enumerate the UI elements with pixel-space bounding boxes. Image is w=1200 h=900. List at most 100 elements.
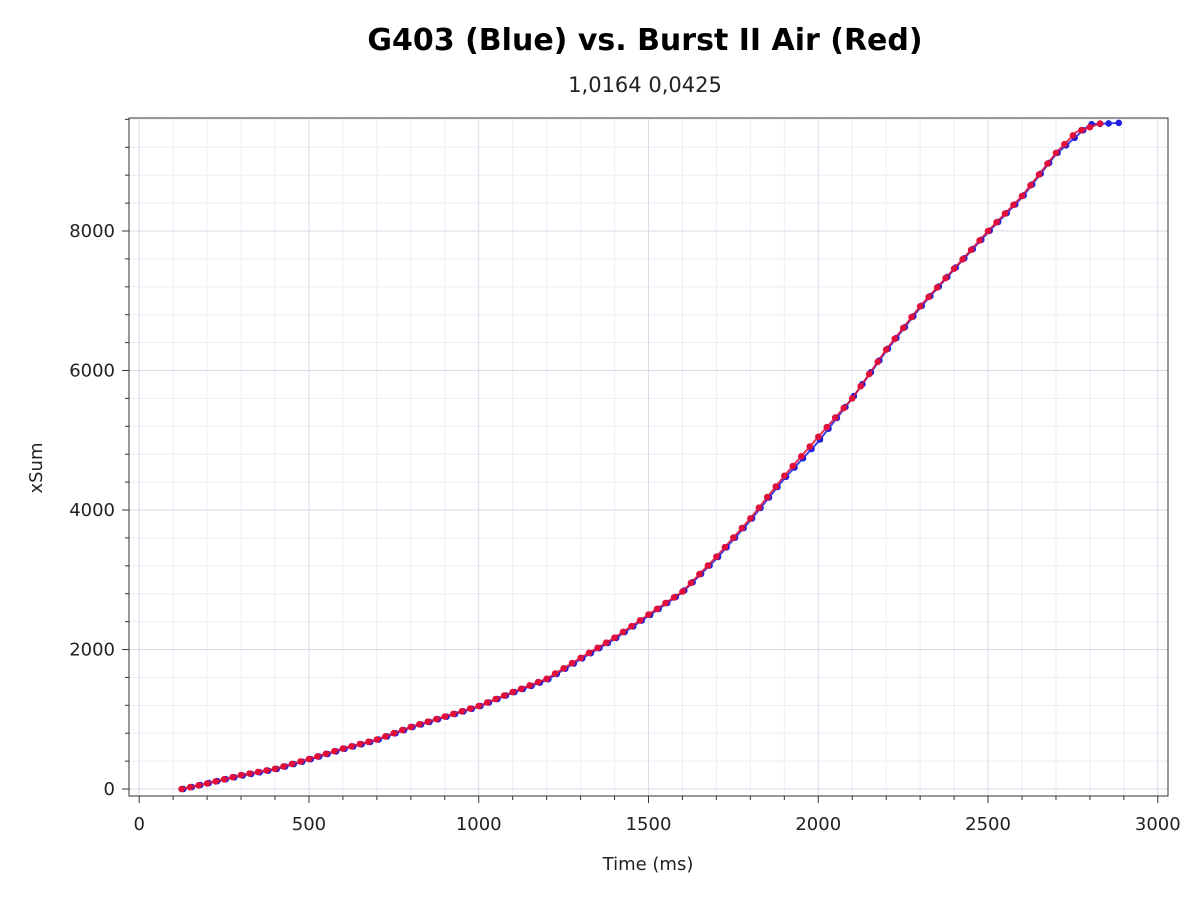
y-tick-label: 2000 xyxy=(69,640,115,661)
y-tick-label: 4000 xyxy=(69,500,115,521)
red-point xyxy=(662,599,669,607)
red-point xyxy=(254,768,262,776)
red-point xyxy=(967,246,975,254)
red-point xyxy=(789,462,797,470)
red-point xyxy=(390,729,398,737)
red-point xyxy=(755,504,763,512)
x-tick-label: 0 xyxy=(133,814,144,835)
major-gridlines xyxy=(129,118,1168,796)
red-point xyxy=(543,675,550,683)
red-point xyxy=(348,743,355,750)
red-point xyxy=(263,767,270,774)
x-tick-label: 3000 xyxy=(1135,814,1181,835)
red-point xyxy=(857,382,864,390)
red-point xyxy=(1018,192,1026,200)
red-point xyxy=(237,771,245,779)
red-point xyxy=(865,370,873,378)
red-point xyxy=(730,534,737,541)
red-point xyxy=(466,705,474,712)
red-point xyxy=(416,721,423,728)
red-point xyxy=(840,404,847,412)
red-point xyxy=(1001,210,1009,217)
red-point xyxy=(534,678,542,686)
red-point xyxy=(738,524,746,532)
red-point xyxy=(619,628,627,636)
red-point xyxy=(704,562,712,569)
red-point xyxy=(195,782,202,789)
red-point xyxy=(500,692,508,699)
y-tick-label: 8000 xyxy=(69,221,115,242)
red-point xyxy=(280,763,287,770)
red-point xyxy=(747,515,754,522)
red-point xyxy=(1069,132,1077,139)
red-point xyxy=(882,346,890,353)
red-point xyxy=(475,702,483,710)
red-point xyxy=(339,745,347,752)
red-point xyxy=(186,783,194,791)
red-point xyxy=(899,324,907,332)
red-point xyxy=(1027,182,1034,189)
series-layer xyxy=(178,119,1123,793)
red-point xyxy=(458,708,466,715)
red-point xyxy=(653,605,661,613)
x-tick-label: 1500 xyxy=(626,814,672,835)
red-point xyxy=(433,715,440,723)
red-point xyxy=(509,688,516,696)
red-point xyxy=(271,765,279,773)
red-point xyxy=(526,682,533,689)
red-point xyxy=(687,579,695,587)
chart-subtitle: 1,0164 0,0425 xyxy=(568,73,722,97)
red-point xyxy=(925,293,932,301)
red-point xyxy=(831,414,839,421)
red-point xyxy=(823,423,831,431)
red-point xyxy=(331,747,338,755)
red-point xyxy=(959,255,966,263)
red-point xyxy=(806,443,814,450)
red-point xyxy=(942,274,949,282)
red-point xyxy=(1061,140,1068,148)
red-point xyxy=(212,778,219,785)
red-point xyxy=(993,219,1000,226)
y-axis-label: xSum xyxy=(26,442,47,493)
red-point xyxy=(288,760,296,768)
red-point xyxy=(399,726,406,734)
red-point xyxy=(602,639,610,646)
red-point xyxy=(764,493,771,501)
red-point xyxy=(203,780,211,787)
red-point xyxy=(628,622,635,630)
blue-point xyxy=(1105,120,1112,127)
y-tick-label: 0 xyxy=(104,779,115,800)
red-point xyxy=(848,395,856,402)
red-point xyxy=(636,617,644,624)
red-point xyxy=(594,644,601,652)
red-point xyxy=(365,738,372,746)
red-point xyxy=(713,553,720,560)
red-point xyxy=(721,543,729,551)
red-point xyxy=(976,237,983,244)
red-point xyxy=(781,472,788,480)
red-point xyxy=(916,303,924,310)
red-point xyxy=(441,713,449,720)
series-red xyxy=(178,120,1104,793)
red-point xyxy=(246,770,253,777)
red-point xyxy=(874,358,881,366)
red-point xyxy=(322,750,330,758)
red-point xyxy=(229,773,236,781)
red-point xyxy=(551,670,559,677)
red-point xyxy=(450,710,457,718)
red-point xyxy=(670,594,678,601)
red-point xyxy=(984,227,992,235)
red-point xyxy=(382,733,389,740)
red-point xyxy=(1078,126,1085,134)
red-point xyxy=(356,740,364,748)
red-point xyxy=(305,755,313,763)
red-point xyxy=(424,718,432,725)
red-point xyxy=(483,699,491,706)
x-tick-label: 2000 xyxy=(795,814,841,835)
red-point xyxy=(798,453,805,460)
red-point xyxy=(297,758,304,765)
blue-point xyxy=(1115,119,1123,127)
red-point xyxy=(950,265,958,273)
